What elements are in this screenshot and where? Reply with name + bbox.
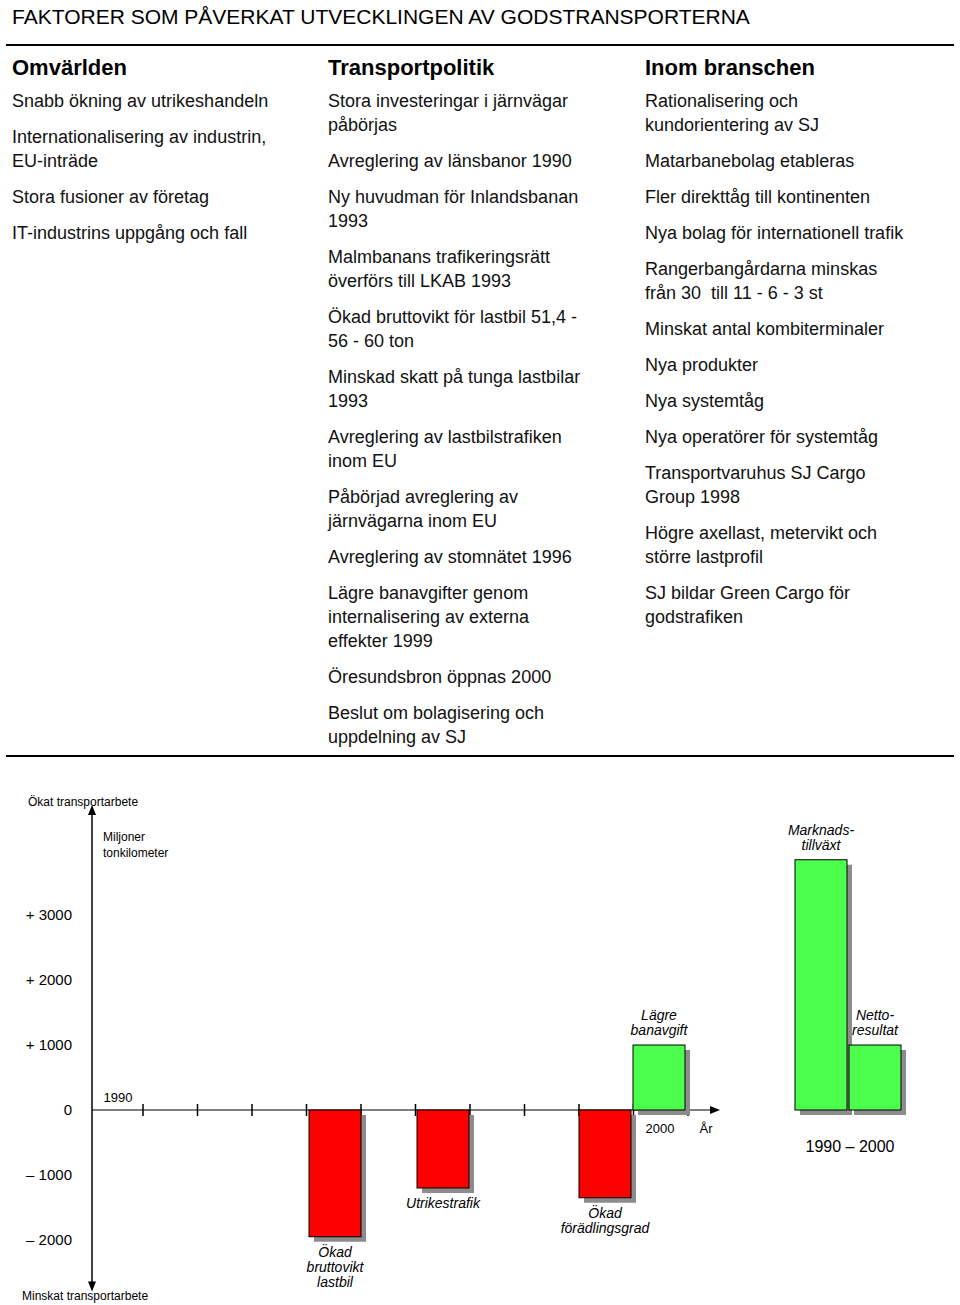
html-text:FAKTORER SOM PÅVERKAT UTVECKLI: FAKTORER SOM PÅVERKAT UTVECKLINGEN AV GO… [12, 5, 750, 28]
svg-text:0: 0 [64, 1101, 72, 1118]
svg-text:banavgift: banavgift [631, 1022, 689, 1038]
html-text:Fler direkttåg till kontinente: Fler direkttåg till kontinenten [645, 187, 871, 207]
svg-text:Marknads-: Marknads- [788, 822, 854, 838]
svg-text:Netto-: Netto- [856, 1007, 894, 1023]
svg-text:tillväxt: tillväxt [802, 837, 842, 853]
html-text:Öresundsbron öppnas 2000: Öresundsbron öppnas 2000 [328, 667, 552, 687]
html-text:Minskat antal kombiterminaler: Minskat antal kombiterminaler [645, 319, 885, 339]
html-text:Rangerbangårdarna minskas från: Rangerbangårdarna minskas från 30 till 1… [645, 259, 878, 303]
svg-text:1990: 1990 [104, 1090, 133, 1105]
svg-text:2000: 2000 [646, 1121, 675, 1136]
html-text:Miljoner: Miljoner [103, 830, 145, 844]
html-text:Snabb ökning av utrikeshandeln: Snabb ökning av utrikeshandeln [12, 91, 269, 111]
html-text:Avreglering av lastbilstrafike: Avreglering av lastbilstrafiken inom EU [328, 427, 562, 471]
html-text:Inom branschen: Inom branschen [645, 55, 815, 80]
svg-text:– 1000: – 1000 [26, 1166, 72, 1183]
html-text:Transportpolitik: Transportpolitik [328, 55, 495, 80]
html-text:Lägre banavgifter genom intern: Lägre banavgifter genom internalisering … [328, 583, 530, 651]
html-text:Malmbanans trafikeringsrätt öv: Malmbanans trafikeringsrätt överförs til… [328, 247, 551, 291]
svg-text:Utrikestrafik: Utrikestrafik [406, 1195, 481, 1211]
html-text:Minskad skatt på tunga lastbil: Minskad skatt på tunga lastbilar 1993 [328, 367, 581, 411]
html-text:Minskat transportarbete: Minskat transportarbete [22, 1289, 149, 1303]
svg-text:+ 1000: + 1000 [26, 1036, 72, 1053]
svg-text:Ökad: Ökad [318, 1243, 353, 1260]
html-text:Nya produkter: Nya produkter [645, 355, 759, 375]
html-text:Nya systemtåg: Nya systemtåg [645, 391, 764, 411]
svg-text:– 2000: – 2000 [26, 1231, 72, 1248]
html-text:tonkilometer: tonkilometer [103, 846, 169, 860]
html-text:Nya operatörer för systemtåg: Nya operatörer för systemtåg [645, 427, 879, 447]
svg-text:förädlingsgrad: förädlingsgrad [561, 1220, 651, 1236]
svg-text:resultat: resultat [852, 1022, 899, 1038]
svg-text:lastbil: lastbil [317, 1274, 354, 1290]
svg-text:1990 – 2000: 1990 – 2000 [806, 1138, 895, 1155]
html-text:Stora investeringar i järnväga: Stora investeringar i järnvägar påbörjas [328, 91, 569, 135]
html-text:Ökat transportarbete: Ökat transportarbete [28, 795, 139, 809]
svg-text:Lägre: Lägre [641, 1007, 677, 1023]
html-text:Stora fusioner av företag: Stora fusioner av företag [12, 187, 210, 207]
html-text:Rationalisering och kundorient: Rationalisering och kundorientering av S… [645, 91, 820, 135]
html-text:Ny huvudman för Inlandsbanan 1: Ny huvudman för Inlandsbanan 1993 [328, 187, 579, 231]
svg-text:Ökad: Ökad [588, 1204, 623, 1221]
html-text:Högre axellast, metervikt och: Högre axellast, metervikt och större las… [645, 523, 878, 567]
html-text:Påbörjad avreglering av järnvä: Påbörjad avreglering av järnvägarna inom… [328, 487, 519, 531]
html-text:Transportvaruhus SJ Cargo Grou: Transportvaruhus SJ Cargo Group 1998 [645, 463, 866, 507]
html-text:Avreglering av stomnätet 1996: Avreglering av stomnätet 1996 [328, 547, 572, 567]
html-text:Internationalisering av indust: Internationalisering av industrin, EU-in… [12, 127, 267, 171]
svg-text:År: År [700, 1121, 714, 1136]
svg-text:bruttovikt: bruttovikt [307, 1259, 365, 1275]
html-text:Matarbanebolag etableras: Matarbanebolag etableras [645, 151, 855, 171]
html-text:Avreglering av länsbanor 1990: Avreglering av länsbanor 1990 [328, 151, 572, 171]
svg-text:+ 3000: + 3000 [26, 906, 72, 923]
html-text:Ökad bruttovikt för lastbil 51: Ökad bruttovikt för lastbil 51,4 - 56 - … [328, 307, 578, 351]
html-text:IT-industrins uppgång och fall: IT-industrins uppgång och fall [12, 223, 248, 243]
html-text:Omvärlden: Omvärlden [12, 55, 127, 80]
html-text:Nya bolag för internationell t: Nya bolag för internationell trafik [645, 223, 904, 243]
svg-text:+ 2000: + 2000 [26, 971, 72, 988]
html-text:Beslut om bolagisering och upp: Beslut om bolagisering och uppdelning av… [328, 703, 545, 747]
html-text:SJ bildar Green Cargo för gods: SJ bildar Green Cargo för godstrafiken [645, 583, 851, 627]
